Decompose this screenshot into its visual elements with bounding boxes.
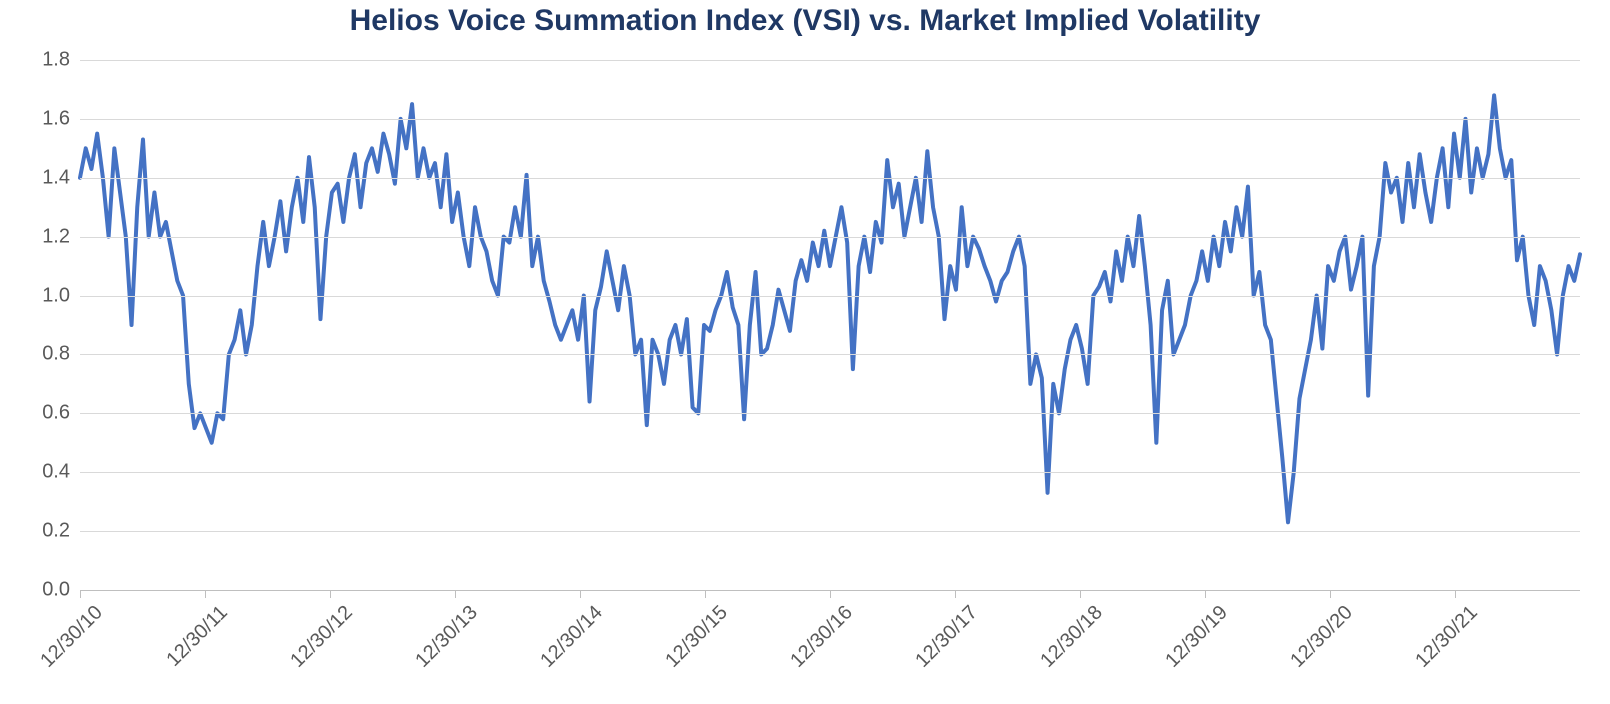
- x-axis-label: 12/30/19: [1150, 590, 1233, 673]
- grid-line: [80, 472, 1580, 473]
- x-axis-label: 12/30/21: [1400, 590, 1483, 673]
- y-axis-label: 0.6: [42, 402, 80, 425]
- grid-line: [80, 60, 1580, 61]
- grid-line: [80, 119, 1580, 120]
- x-axis-label: 12/30/13: [400, 590, 483, 673]
- x-axis-label: 12/30/20: [1275, 590, 1358, 673]
- vsi-line: [80, 95, 1580, 522]
- x-axis-label: 12/30/11: [151, 590, 233, 672]
- grid-line: [80, 531, 1580, 532]
- y-axis-label: 0.2: [42, 520, 80, 543]
- x-axis-label: 12/30/16: [775, 590, 858, 673]
- plot-area: 0.00.20.40.60.81.01.21.41.61.812/30/1012…: [80, 60, 1580, 591]
- y-axis-label: 1.2: [42, 225, 80, 248]
- x-axis-label: 12/30/14: [525, 590, 608, 673]
- y-axis-label: 1.0: [42, 284, 80, 307]
- x-axis-label: 12/30/15: [650, 590, 733, 673]
- grid-line: [80, 178, 1580, 179]
- vsi-volatility-chart: Helios Voice Summation Index (VSI) vs. M…: [0, 0, 1610, 704]
- line-series: [80, 60, 1580, 590]
- x-axis-label: 12/30/10: [25, 590, 108, 673]
- x-axis-label: 12/30/18: [1025, 590, 1108, 673]
- grid-line: [80, 413, 1580, 414]
- y-axis-label: 1.4: [42, 166, 80, 189]
- y-axis-label: 1.8: [42, 49, 80, 72]
- x-axis-label: 12/30/17: [900, 590, 983, 673]
- chart-title: Helios Voice Summation Index (VSI) vs. M…: [0, 4, 1610, 38]
- y-axis-label: 0.4: [42, 461, 80, 484]
- grid-line: [80, 354, 1580, 355]
- y-axis-label: 0.8: [42, 343, 80, 366]
- x-axis-label: 12/30/12: [275, 590, 358, 673]
- grid-line: [80, 237, 1580, 238]
- y-axis-label: 1.6: [42, 107, 80, 130]
- grid-line: [80, 296, 1580, 297]
